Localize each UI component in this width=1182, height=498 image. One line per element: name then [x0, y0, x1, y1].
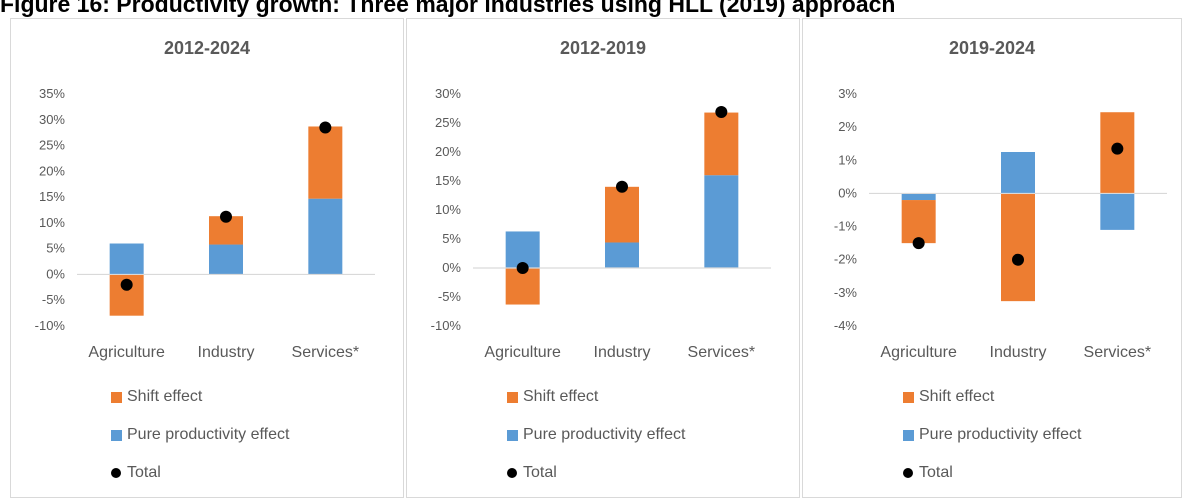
- chart-title: 2012-2019: [559, 38, 647, 58]
- total-marker: [507, 468, 517, 478]
- bar-shift-effect: [704, 112, 739, 176]
- total-point: [1111, 142, 1124, 155]
- x-category-label: Agriculture: [880, 344, 957, 361]
- bar-shift-effect: [605, 186, 639, 243]
- y-tick-label: 3%: [838, 86, 857, 101]
- bar-pure-productivity: [209, 244, 243, 275]
- y-tick-label: 30%: [435, 86, 461, 101]
- chart-title: 2019-2024: [948, 38, 1036, 58]
- chart-panel-2019-2024: 2019-2024 -4% -3% -2% -1% 0% 1% 2% 3% Agricultur…: [802, 18, 1182, 498]
- total-point: [220, 210, 232, 223]
- legend-label-total: Total: [523, 464, 557, 481]
- total-point: [715, 105, 728, 118]
- legend-label-total: Total: [919, 464, 953, 481]
- bar-pure-productivity: [1001, 152, 1035, 194]
- y-tick-label: 0%: [838, 185, 857, 200]
- y-tick-label: -2%: [834, 252, 858, 267]
- y-tick-label: 30%: [39, 112, 65, 127]
- bar-pure-productivity: [704, 175, 739, 268]
- bar-shift-effect: [1001, 193, 1035, 302]
- legend-label-pure: Pure productivity effect: [919, 426, 1082, 443]
- total-point: [616, 180, 628, 193]
- total-marker: [903, 468, 913, 478]
- y-tick-label: 35%: [39, 86, 65, 101]
- bar-shift-effect: [901, 200, 936, 244]
- chart-plot: -4% -3% -2% -1% 0% 1% 2% 3% Agriculture Industry S…: [834, 86, 1167, 361]
- total-point: [516, 262, 529, 274]
- total-point: [912, 237, 925, 250]
- figure-title: Figure 16: Productivity growth: Three ma…: [0, 0, 896, 17]
- x-category-label: Industry: [594, 344, 651, 361]
- legend-label-shift: Shift effect: [919, 388, 995, 405]
- legend-label-pure: Pure productivity effect: [523, 426, 686, 443]
- chart-panel-2012-2024: 2012-2024 -10% -5% 0% 5% 10% 15% 20% 25% 30% 35% A…: [10, 18, 404, 498]
- bar-pure-productivity: [605, 242, 639, 268]
- x-category-label: Services*: [292, 344, 360, 361]
- y-tick-label: 2%: [838, 119, 857, 134]
- y-tick-label: 5%: [46, 241, 65, 256]
- y-tick-label: -3%: [834, 285, 858, 300]
- y-tick-label: 25%: [435, 115, 461, 130]
- y-tick-label: 10%: [39, 215, 65, 230]
- y-tick-label: 25%: [39, 138, 65, 153]
- y-tick-label: -5%: [42, 292, 66, 307]
- y-tick-label: -5%: [438, 289, 462, 304]
- pure-swatch: [903, 430, 914, 441]
- chart-plot: -10% -5% 0% 5% 10% 15% 20% 25% 30% 35% Agriculture…: [35, 86, 375, 361]
- x-category-label: Industry: [198, 344, 255, 361]
- pure-swatch: [111, 430, 122, 441]
- y-tick-label: -1%: [834, 219, 858, 234]
- x-category-label: Agriculture: [88, 344, 165, 361]
- shift-swatch: [903, 392, 914, 403]
- legend-label-total: Total: [127, 464, 161, 481]
- y-tick-label: 0%: [46, 266, 65, 281]
- y-tick-label: -10%: [431, 318, 462, 333]
- y-tick-label: 0%: [442, 260, 461, 275]
- x-category-label: Services*: [688, 344, 756, 361]
- bar-pure-productivity: [901, 193, 936, 201]
- y-tick-label: 15%: [39, 189, 65, 204]
- bar-pure-productivity: [1100, 193, 1135, 230]
- chart-panel-2012-2019: 2012-2019 -10% -5% 0% 5% 10% 15% 20% 25% 30% Agri…: [406, 18, 800, 498]
- y-tick-label: 20%: [39, 163, 65, 178]
- total-point: [319, 121, 332, 134]
- legend-label-shift: Shift effect: [127, 388, 203, 405]
- x-category-label: Agriculture: [484, 344, 561, 361]
- shift-swatch: [507, 392, 518, 403]
- pure-swatch: [507, 430, 518, 441]
- legend-label-shift: Shift effect: [523, 388, 599, 405]
- bar-pure-productivity: [109, 243, 144, 275]
- y-tick-label: 20%: [435, 144, 461, 159]
- legend-label-pure: Pure productivity effect: [127, 426, 290, 443]
- y-tick-label: 15%: [435, 173, 461, 188]
- total-marker: [111, 468, 121, 478]
- chart-plot: -10% -5% 0% 5% 10% 15% 20% 25% 30% Agriculture Ind…: [431, 86, 771, 361]
- y-tick-label: -10%: [35, 318, 66, 333]
- total-point: [120, 278, 133, 291]
- y-tick-label: -4%: [834, 318, 858, 333]
- y-tick-label: 10%: [435, 202, 461, 217]
- bar-pure-productivity: [505, 231, 540, 268]
- total-point: [1012, 253, 1024, 266]
- y-tick-label: 5%: [442, 231, 461, 246]
- bar-shift-effect: [505, 268, 540, 305]
- bar-shift-effect: [308, 126, 343, 199]
- chart-title: 2012-2024: [163, 38, 251, 58]
- shift-swatch: [111, 392, 122, 403]
- x-category-label: Services*: [1084, 344, 1152, 361]
- y-tick-label: 1%: [838, 152, 857, 167]
- bar-pure-productivity: [308, 198, 343, 275]
- x-category-label: Industry: [990, 344, 1047, 361]
